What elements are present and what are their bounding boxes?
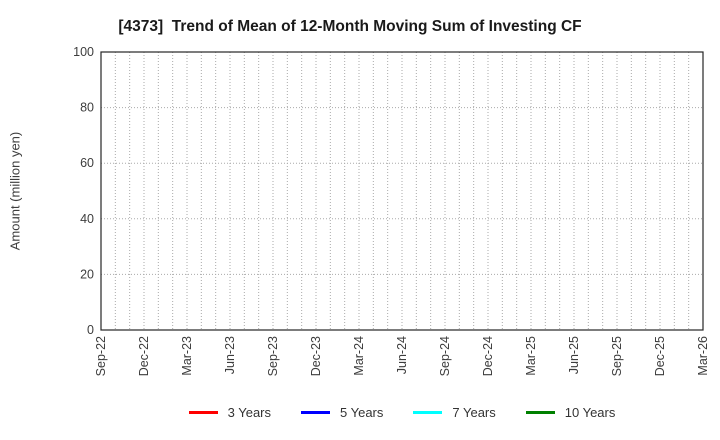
legend-item-10-years: 10 Years: [525, 404, 616, 420]
legend-item-7-years: 7 Years: [413, 404, 496, 420]
x-tick-label: Jun-23: [223, 336, 237, 374]
x-tick-label: Sep-25: [610, 336, 624, 376]
y-tick-label: 80: [80, 101, 94, 115]
legend-line-icon: [188, 410, 218, 414]
chart-title: [4373] Trend of Mean of 12-Month Moving …: [118, 18, 582, 35]
x-tick-label: Dec-22: [137, 336, 151, 376]
x-tick-label: Mar-26: [696, 336, 710, 376]
y-tick-label: 20: [80, 267, 94, 281]
x-tick-label: Jun-24: [395, 336, 409, 374]
y-tick-label: 100: [73, 45, 94, 59]
x-tick-label: Sep-24: [438, 336, 452, 376]
y-tick-label: 0: [87, 323, 94, 337]
x-tick-label: Dec-25: [653, 336, 667, 376]
x-tick-label: Mar-23: [180, 336, 194, 376]
x-tick-label: Jun-25: [567, 336, 581, 374]
legend-label: 7 Years: [452, 404, 496, 420]
legend-line-icon: [525, 410, 555, 414]
x-tick-label: Sep-23: [266, 336, 280, 376]
x-tick-label: Dec-23: [309, 336, 323, 376]
y-axis-label: Amount (million yen): [8, 132, 23, 251]
legend-item-5-years: 5 Years: [301, 405, 383, 420]
legend-label: 10 Years: [564, 404, 616, 420]
legend-line-icon: [301, 410, 330, 414]
x-tick-label: Dec-24: [481, 336, 495, 376]
y-tick-label: 40: [80, 212, 94, 226]
legend-label: 5 Years: [340, 404, 384, 420]
x-tick-label: Mar-25: [524, 336, 538, 376]
legend: 3 Years 5 Years 7 Years 10 Years: [101, 401, 703, 423]
legend-item-3-years: 3 Years: [188, 404, 271, 420]
legend-line-icon: [413, 410, 443, 414]
legend-label: 3 Years: [227, 404, 271, 420]
x-tick-label: Mar-24: [352, 336, 366, 376]
x-tick-label: Sep-22: [94, 336, 108, 376]
plot-frame: [100, 51, 704, 331]
y-tick-label: 60: [80, 156, 94, 170]
